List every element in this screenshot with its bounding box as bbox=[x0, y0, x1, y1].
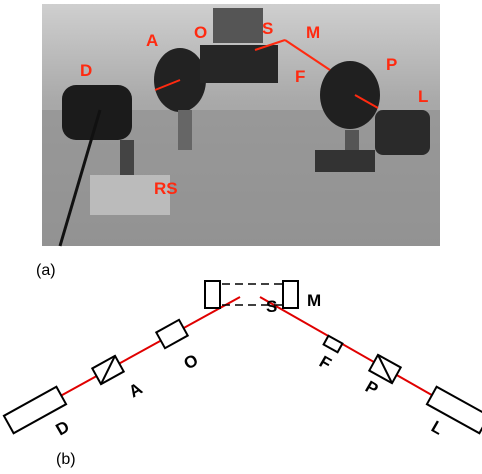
photo-label: D bbox=[80, 61, 92, 80]
schematic-label: S bbox=[266, 297, 277, 316]
stage bbox=[315, 150, 375, 172]
sample-holder bbox=[200, 45, 278, 83]
objective bbox=[156, 320, 187, 348]
caption: (b) bbox=[56, 451, 76, 468]
analyzer bbox=[92, 356, 123, 384]
laser bbox=[375, 110, 430, 155]
schematic-label: P bbox=[362, 377, 381, 399]
polarizer-mount bbox=[320, 61, 380, 129]
caption: (a) bbox=[36, 262, 56, 279]
post bbox=[178, 110, 192, 150]
photo-label: S bbox=[262, 19, 273, 38]
photo-label: M bbox=[306, 23, 320, 42]
photo-label: RS bbox=[154, 179, 178, 198]
filter bbox=[324, 336, 343, 353]
schematic: S M O A D F P L bbox=[4, 281, 482, 439]
photo-label: F bbox=[295, 67, 305, 86]
schematic-label: F bbox=[316, 352, 334, 374]
schematic-label: D bbox=[53, 417, 73, 440]
magnet-pole bbox=[283, 281, 298, 308]
magnet-pole bbox=[205, 281, 220, 308]
schematic-label: M bbox=[307, 291, 321, 310]
magnet bbox=[213, 8, 263, 43]
photo-label: P bbox=[386, 55, 397, 74]
photo-label: O bbox=[194, 23, 207, 42]
photo-label: A bbox=[146, 31, 158, 50]
figure: A O S M D F P L RS (a) S M O A D F P L (… bbox=[0, 0, 482, 474]
detector bbox=[62, 85, 132, 140]
schematic-label: A bbox=[126, 379, 146, 402]
photo: A O S M D F P L RS bbox=[42, 4, 440, 246]
schematic-label: L bbox=[428, 417, 446, 439]
beam bbox=[260, 297, 458, 410]
photo-label: L bbox=[418, 87, 428, 106]
schematic-label: O bbox=[181, 350, 202, 373]
